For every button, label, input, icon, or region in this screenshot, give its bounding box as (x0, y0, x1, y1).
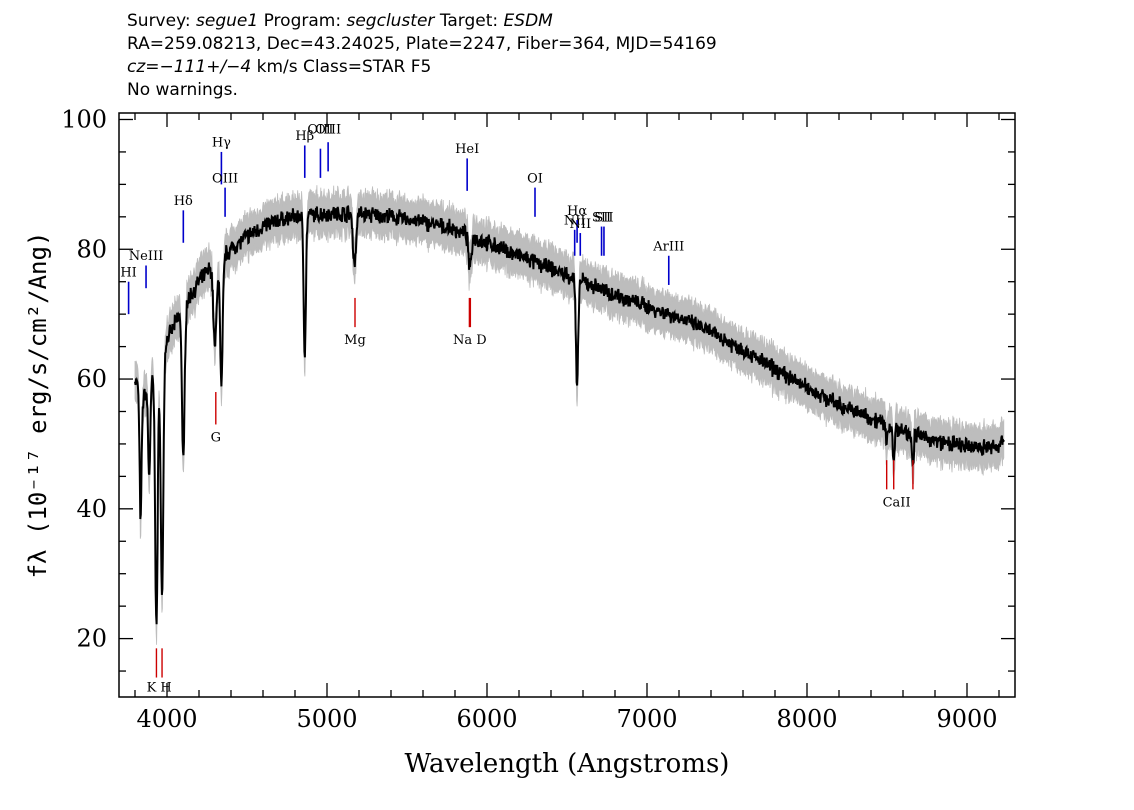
emission-line-label: NII (564, 214, 586, 229)
error-band-layer (134, 185, 1005, 645)
target-value: ESDM (503, 11, 553, 31)
emission-line-label: NeIII (129, 249, 163, 264)
y-tick-label: 60 (76, 365, 107, 393)
emission-line-label: OI (527, 171, 543, 186)
absorption-line-label: G (211, 430, 221, 445)
x-axis-label: Wavelength (Angstroms) (405, 749, 730, 779)
emission-line-label: HeI (455, 142, 479, 157)
axis-ticks-layer: 4000 5000 6000 7000 8000 9000 20 40 60 80 100 (61, 105, 1015, 733)
target-label: Target: (439, 11, 499, 31)
plot-frame (118, 112, 1016, 698)
x-tick-label: 9000 (936, 705, 997, 733)
spectrum-header: Survey: segue1 Program: segcluster Targe… (127, 10, 717, 102)
x-tick-label: 4000 (136, 705, 197, 733)
emission-line-label: OIII (212, 171, 238, 186)
x-tick-label: 7000 (616, 705, 677, 733)
y-axis-label: fλ (10⁻¹⁷ erg/s/cm²/Ang) (24, 232, 52, 579)
cz-label: cz= (127, 57, 160, 77)
emission-line-label: HI (120, 265, 136, 280)
header-line-warnings: No warnings. (127, 80, 238, 100)
spectrum-line (134, 205, 1005, 625)
cz-value: −111+/−4 (159, 57, 252, 77)
absorption-line-label: Na D (453, 333, 487, 348)
x-tick-label: 5000 (296, 705, 357, 733)
program-label: Program: (263, 11, 342, 31)
y-tick-label: 100 (61, 105, 107, 133)
emission-line-label: Hα (567, 204, 587, 219)
emission-line-label: Hγ (212, 136, 231, 151)
header-line-coordinates: RA=259.08213, Dec=43.24025, Plate=2247, … (127, 34, 717, 54)
x-tick-label: 8000 (776, 705, 837, 733)
emission-line-label: SII (594, 210, 613, 225)
emission-line-label: Hδ (174, 194, 193, 209)
header-line-redshift: cz=−111+/−4 km/s Class=STAR F5 (127, 56, 717, 79)
emission-line-label: OIII (315, 123, 341, 138)
absorption-line-label: CaII (883, 495, 911, 510)
emission-line-label: ArIII (652, 240, 684, 255)
emission-line-label: SII (592, 210, 611, 225)
header-line-survey: Survey: segue1 Program: segcluster Targe… (127, 10, 717, 33)
survey-label: Survey: (127, 11, 191, 31)
absorption-line-label: Mg (344, 333, 366, 348)
emission-line-label: Hβ (295, 129, 314, 144)
y-tick-label: 40 (76, 495, 107, 523)
cz-class: km/s Class=STAR F5 (251, 57, 432, 77)
program-value: segcluster (346, 11, 435, 31)
x-tick-label: 6000 (456, 705, 517, 733)
spectrum-layer (134, 205, 1005, 625)
y-tick-label: 80 (76, 235, 107, 263)
emission-line-label: NII (569, 217, 591, 232)
absorption-line-label: K H (147, 680, 172, 695)
y-tick-label: 20 (76, 625, 107, 653)
survey-value: segue1 (196, 11, 259, 31)
error-band (134, 185, 1005, 645)
